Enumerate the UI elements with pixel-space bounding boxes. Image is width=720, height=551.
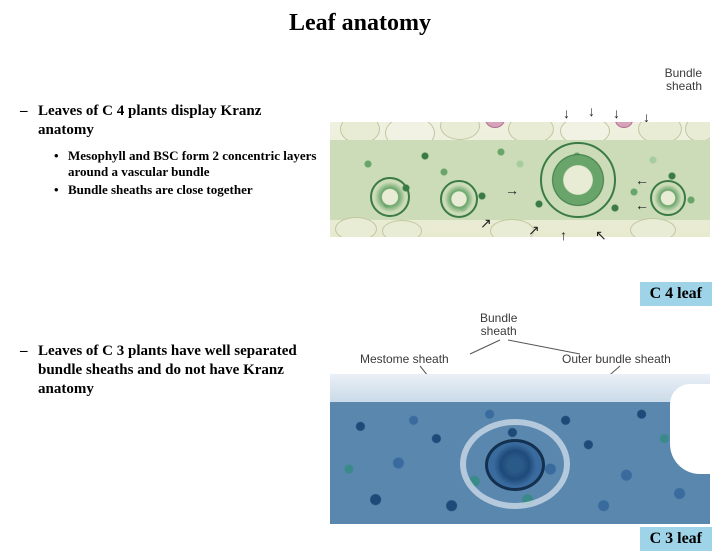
- fig1-tissue: [330, 122, 710, 237]
- section-c4-text: Leaves of C 4 plants display Kranz anato…: [20, 102, 320, 200]
- cell: [335, 217, 377, 237]
- cell: [630, 218, 676, 237]
- kranz-bundle: [370, 177, 410, 217]
- cell: [485, 122, 505, 128]
- kranz-bundle: [440, 180, 478, 218]
- fig2-tissue: [330, 374, 710, 524]
- fig2-label-mestome: Mestome sheath: [360, 352, 449, 366]
- cell: [685, 122, 710, 142]
- section1-bullets: Mesophyll and BSC form 2 concentric laye…: [20, 148, 320, 199]
- arrow-icon: ←: [635, 197, 649, 213]
- arrow-icon: ↓: [613, 105, 620, 121]
- tear-region: [670, 384, 710, 474]
- fig1-label-bundle-sheath: Bundlesheath: [665, 67, 702, 93]
- cell: [615, 122, 633, 128]
- figure-c4-leaf: Bundlesheath ↓ ↓ ↓ ↓: [330, 67, 710, 277]
- section1-bullet-0: Mesophyll and BSC form 2 concentric laye…: [68, 148, 320, 181]
- upper-row: [330, 374, 710, 404]
- mestome-sheath: [485, 439, 545, 491]
- fig2-label-bundle-sheath: Bundlesheath: [480, 312, 517, 338]
- section1-heading: Leaves of C 4 plants display Kranz anato…: [20, 102, 320, 140]
- kranz-bundle-main: [540, 142, 616, 218]
- badge-c4-leaf: C 4 leaf: [640, 282, 712, 306]
- arrow-icon: ↖: [595, 227, 607, 244]
- page-title: Leaf anatomy: [0, 0, 720, 37]
- fig2-label-outer: Outer bundle sheath: [562, 352, 671, 366]
- arrow-icon: ↑: [560, 227, 567, 243]
- badge-c3-leaf: C 3 leaf: [640, 527, 712, 551]
- arrow-icon: ↓: [588, 103, 595, 119]
- cell: [440, 122, 480, 140]
- section1-bullet-1: Bundle sheaths are close together: [68, 182, 320, 198]
- arrow-icon: ↗: [480, 215, 492, 232]
- kranz-bundle: [650, 180, 686, 216]
- arrow-icon: ↗: [528, 222, 540, 239]
- arrow-icon: ←: [635, 172, 649, 188]
- content-area: Leaves of C 4 plants display Kranz anato…: [0, 37, 720, 527]
- arrow-icon: →: [505, 182, 519, 198]
- arrow-icon: ↓: [563, 105, 570, 121]
- figure-c3-leaf: Bundlesheath Mestome sheath Outer bundle…: [330, 312, 710, 542]
- section2-heading: Leaves of C 3 plants have well separated…: [20, 342, 320, 398]
- section-c3-text: Leaves of C 3 plants have well separated…: [20, 342, 320, 406]
- cell: [382, 220, 422, 237]
